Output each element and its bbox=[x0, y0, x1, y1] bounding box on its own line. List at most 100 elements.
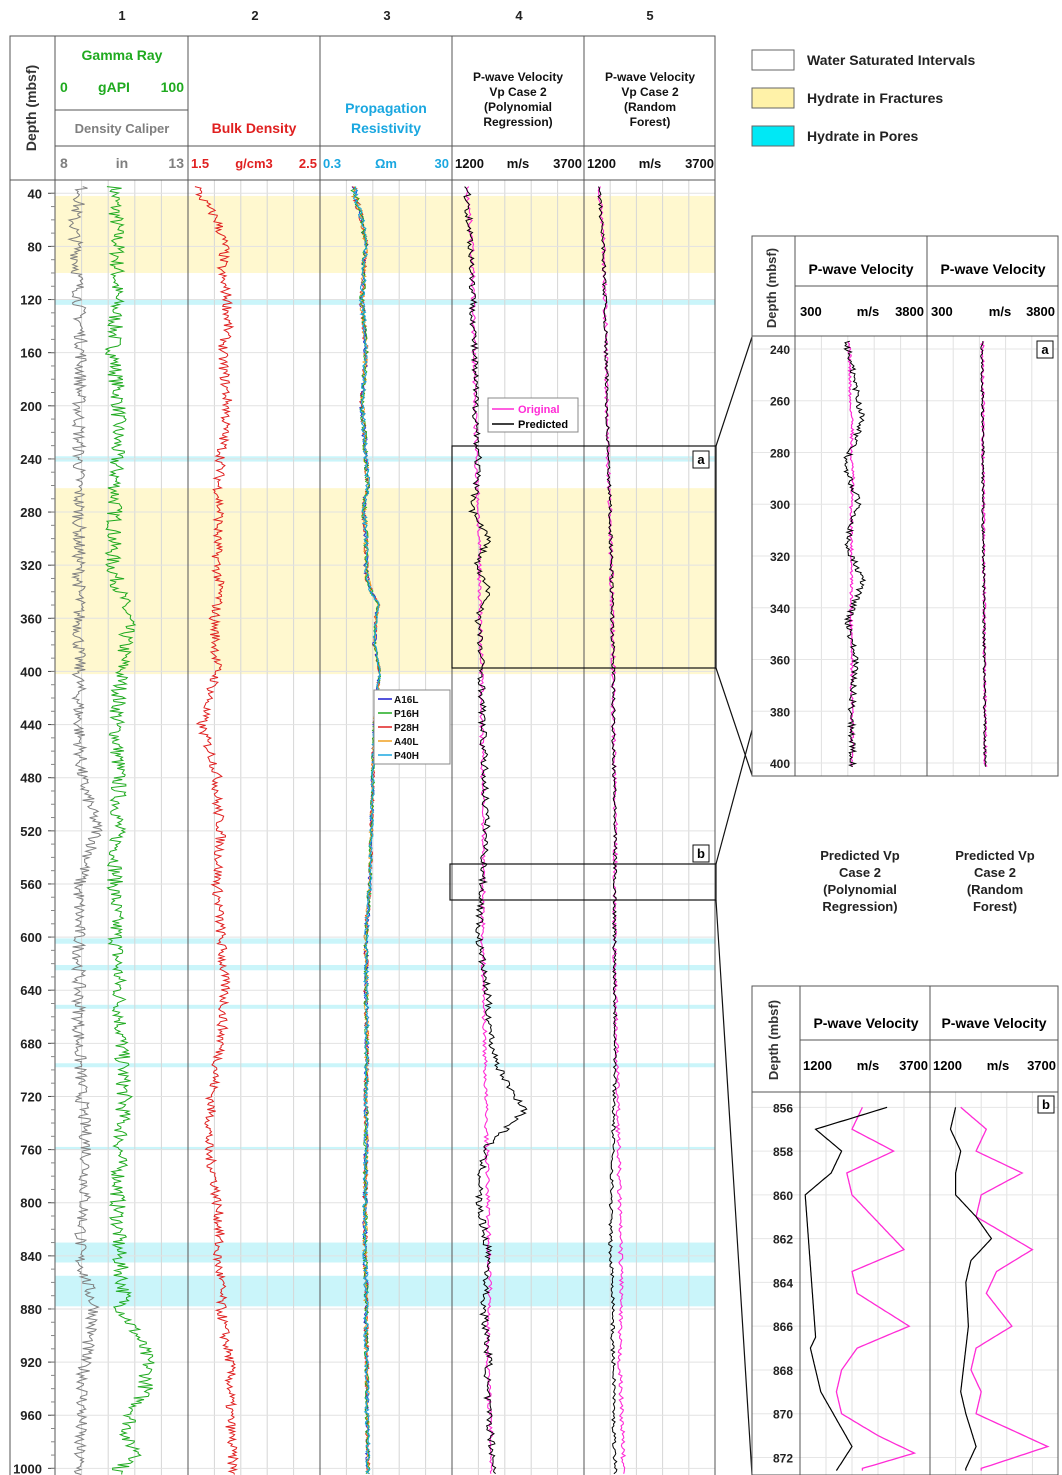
depth-tick-label-16: 680 bbox=[20, 1036, 42, 1051]
inset-b-panel0-original bbox=[835, 1107, 917, 1471]
caption-left-line4: Regression) bbox=[822, 899, 897, 914]
inset-b-grid bbox=[752, 1092, 1058, 1475]
bulk-density-title: Bulk Density bbox=[212, 120, 297, 136]
depth-tick-label-18: 760 bbox=[20, 1143, 42, 1158]
inset-a-grid bbox=[752, 336, 1058, 776]
gamma-ray-title: Gamma Ray bbox=[82, 47, 163, 63]
depth-tick-label-23: 960 bbox=[20, 1408, 42, 1423]
zoom-box-b: b bbox=[449, 844, 717, 901]
inset-a-col1-max: 3800 bbox=[895, 304, 924, 319]
log-curves bbox=[67, 186, 627, 1475]
depth-tick-label-21: 880 bbox=[20, 1302, 42, 1317]
resistivity-title-line1: Propagation bbox=[345, 100, 427, 116]
inset-a-panel0-original bbox=[847, 341, 856, 767]
depth-tick-label-9: 400 bbox=[20, 664, 42, 679]
inset-b-tick-label-6: 868 bbox=[773, 1364, 793, 1378]
inset-a-panel1-predicted bbox=[980, 341, 987, 767]
depth-tick-label-24: 1000 bbox=[13, 1461, 42, 1475]
depth-tick-label-2: 120 bbox=[20, 293, 42, 308]
gamma-ray-curve bbox=[104, 186, 155, 1475]
zoom-box-b-label: b bbox=[697, 846, 705, 861]
inset-b-col1-max: 3700 bbox=[899, 1058, 928, 1073]
track5-max: 3700 bbox=[685, 156, 714, 171]
inset-b-col1-title: P-wave Velocity bbox=[813, 1015, 918, 1031]
inset-captions: Predicted Vp Case 2 (Polynomial Regressi… bbox=[820, 848, 1035, 914]
inset-b-tick-label-7: 870 bbox=[773, 1408, 793, 1422]
depth-tick-label-12: 520 bbox=[20, 824, 42, 839]
legend-original: Original bbox=[518, 404, 560, 416]
inset-a-col2-title: P-wave Velocity bbox=[940, 261, 1045, 277]
depth-tick-label-7: 320 bbox=[20, 558, 42, 573]
caption-right-line4: Forest) bbox=[973, 899, 1017, 914]
resistivity-max: 30 bbox=[435, 156, 449, 171]
zoom-box-a: a bbox=[451, 445, 717, 669]
inset-a-tick-label-2: 280 bbox=[770, 446, 790, 460]
caption-right-line2: Case 2 bbox=[974, 865, 1016, 880]
track2-header: Bulk Density 1.5 g/cm3 2.5 bbox=[191, 120, 317, 171]
legend-predicted: Predicted bbox=[518, 419, 568, 431]
track5-min: 1200 bbox=[587, 156, 616, 171]
track5-title-line3: (Random bbox=[624, 100, 676, 114]
pore-zone-6 bbox=[55, 1146, 715, 1150]
legend-water-label: Water Saturated Intervals bbox=[807, 52, 976, 68]
track-number-1: 1 bbox=[118, 8, 125, 23]
gamma-ray-unit: gAPI bbox=[98, 79, 130, 95]
pore-zone-3 bbox=[55, 964, 715, 971]
fracture-zone-0 bbox=[55, 195, 715, 273]
inset-b-col2-max: 3700 bbox=[1027, 1058, 1056, 1073]
zone-legend: Water Saturated Intervals Hydrate in Fra… bbox=[751, 49, 976, 147]
caption-right-line3: (Random bbox=[967, 882, 1023, 897]
bulk-density-max: 2.5 bbox=[299, 156, 317, 171]
legend-pores-swatch bbox=[751, 125, 795, 147]
legend-P28H: P28H bbox=[394, 723, 419, 734]
inset-a-depth-ticks: 240 260 280 300 320 340 360 380 400 bbox=[770, 343, 790, 771]
depth-tick-label-11: 480 bbox=[20, 771, 42, 786]
fracture-zone-1 bbox=[55, 488, 715, 675]
caption-right-line1: Predicted Vp bbox=[955, 848, 1035, 863]
pore-zone-4 bbox=[55, 1004, 715, 1009]
track5-title-line1: P-wave Velocity bbox=[605, 70, 695, 84]
legend-fractures-swatch bbox=[751, 87, 795, 109]
inset-a: Depth (mbsf) P-wave Velocity P-wave Velo… bbox=[751, 235, 1059, 777]
track4-header: P-wave Velocity Vp Case 2 (Polynomial Re… bbox=[455, 70, 582, 171]
depth-tick-label-19: 800 bbox=[20, 1196, 42, 1211]
track-number-5: 5 bbox=[646, 8, 653, 23]
track4-title-line3: (Polynomial bbox=[484, 100, 552, 114]
inset-b-tick-label-5: 866 bbox=[773, 1320, 793, 1334]
depth-tick-label-8: 360 bbox=[20, 611, 42, 626]
track4-min: 1200 bbox=[455, 156, 484, 171]
legend-A16L: A16L bbox=[394, 695, 418, 706]
inset-b-panel0-predicted bbox=[804, 1106, 888, 1471]
track4-unit: m/s bbox=[507, 156, 529, 171]
inset-a-col1-title: P-wave Velocity bbox=[808, 261, 913, 277]
inset-b-tick-label-1: 858 bbox=[773, 1145, 793, 1159]
inset-a-col2-max: 3800 bbox=[1026, 304, 1055, 319]
inset-b-panel1-original bbox=[960, 1106, 1050, 1471]
bulk-density-curve bbox=[194, 186, 239, 1475]
pore-zone-8 bbox=[55, 1275, 715, 1307]
depth-tick-label-15: 640 bbox=[20, 983, 42, 998]
caption-left-line1: Predicted Vp bbox=[820, 848, 900, 863]
depth-tick-label-20: 840 bbox=[20, 1249, 42, 1264]
depth-tick-label-6: 280 bbox=[20, 505, 42, 520]
caliper-min: 8 bbox=[60, 155, 68, 171]
inset-b-col2-min: 1200 bbox=[933, 1058, 962, 1073]
depth-tick-label-17: 720 bbox=[20, 1089, 42, 1104]
bulk-density-min: 1.5 bbox=[191, 156, 209, 171]
inset-b-col1-unit: m/s bbox=[857, 1058, 879, 1073]
depth-tick-label-4: 200 bbox=[20, 399, 42, 414]
depth-tick-label-0: 40 bbox=[28, 186, 42, 201]
track5-title-line2: Vp Case 2 bbox=[621, 85, 679, 99]
track1-header: Gamma Ray 0 gAPI 100 Density Caliper 8 i… bbox=[60, 47, 184, 171]
legend-water-swatch bbox=[751, 49, 795, 71]
depth-tick-label-13: 560 bbox=[20, 877, 42, 892]
main-header bbox=[9, 35, 716, 1475]
gamma-ray-max: 100 bbox=[161, 79, 185, 95]
depth-tick-label-1: 80 bbox=[28, 239, 42, 254]
track5-original-curve bbox=[597, 186, 627, 1474]
track4-title-line1: P-wave Velocity bbox=[473, 70, 563, 84]
resistivity-P40H-curve bbox=[352, 186, 382, 1475]
inset-a-col1-unit: m/s bbox=[857, 304, 879, 319]
inset-a-tick-label-8: 400 bbox=[770, 757, 790, 771]
inset-a-tick-label-4: 320 bbox=[770, 550, 790, 564]
